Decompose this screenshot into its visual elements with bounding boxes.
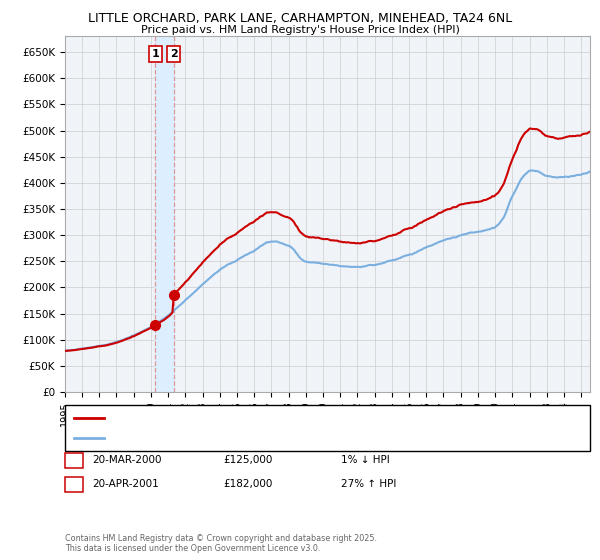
- Text: 20-MAR-2000: 20-MAR-2000: [92, 455, 161, 465]
- Text: Price paid vs. HM Land Registry's House Price Index (HPI): Price paid vs. HM Land Registry's House …: [140, 25, 460, 35]
- Text: £125,000: £125,000: [224, 455, 273, 465]
- Text: 2: 2: [170, 49, 178, 59]
- Text: LITTLE ORCHARD, PARK LANE, CARHAMPTON, MINEHEAD, TA24 6NL: LITTLE ORCHARD, PARK LANE, CARHAMPTON, M…: [88, 12, 512, 25]
- Text: HPI: Average price, detached house, Somerset: HPI: Average price, detached house, Some…: [111, 433, 332, 442]
- Text: LITTLE ORCHARD, PARK LANE, CARHAMPTON, MINEHEAD, TA24 6NL (detached house): LITTLE ORCHARD, PARK LANE, CARHAMPTON, M…: [111, 413, 517, 422]
- Text: 27% ↑ HPI: 27% ↑ HPI: [341, 479, 396, 489]
- Text: 20-APR-2001: 20-APR-2001: [92, 479, 158, 489]
- Text: 1: 1: [70, 455, 77, 465]
- Text: 1: 1: [151, 49, 159, 59]
- Bar: [155, 36, 174, 392]
- Text: £182,000: £182,000: [224, 479, 273, 489]
- Text: 2: 2: [70, 479, 77, 489]
- Text: Contains HM Land Registry data © Crown copyright and database right 2025.
This d: Contains HM Land Registry data © Crown c…: [65, 534, 377, 553]
- Text: 1% ↓ HPI: 1% ↓ HPI: [341, 455, 389, 465]
